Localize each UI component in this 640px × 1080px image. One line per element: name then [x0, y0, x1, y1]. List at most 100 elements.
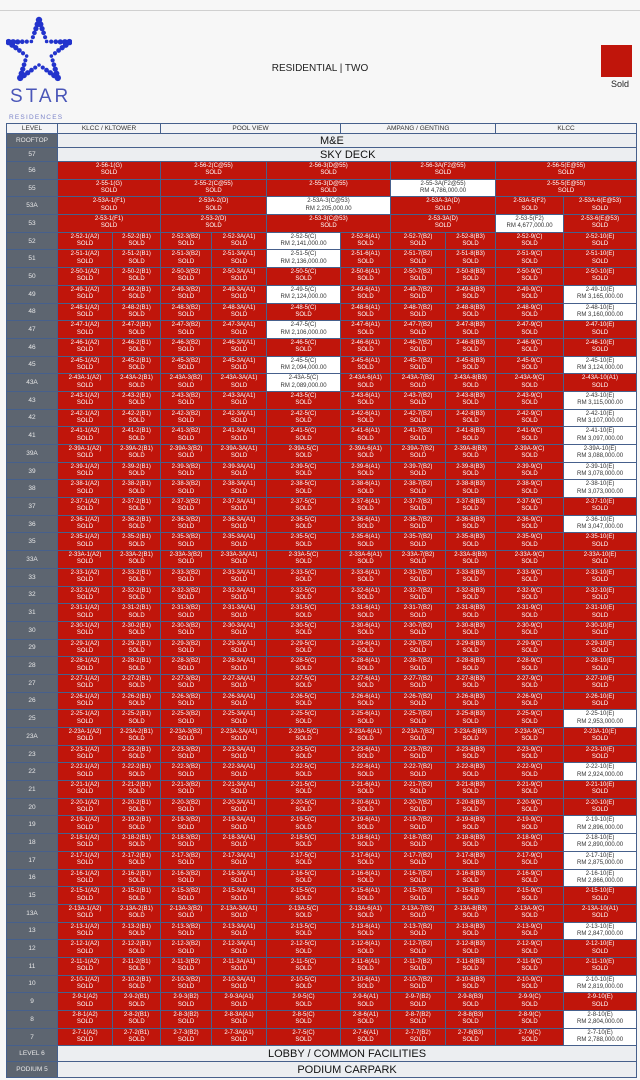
- unit-cell[interactable]: 2-19-5(C) SOLD: [265, 815, 342, 835]
- unit-cell[interactable]: 2-25-1(A2) SOLD: [57, 709, 113, 728]
- unit-cell[interactable]: 2-19-3(B2) SOLD: [160, 815, 212, 835]
- unit-cell[interactable]: 2-29-5(C) SOLD: [265, 638, 342, 658]
- unit-cell[interactable]: 2-22-10(E) RM 2,924,000.00: [563, 762, 638, 782]
- unit-cell[interactable]: 2-27-6(A1) SOLD: [340, 673, 392, 693]
- unit-cell[interactable]: 2-12-8(B3) SOLD: [445, 939, 497, 958]
- unit-cell[interactable]: 2-45-5(C) RM 2,094,000.00: [265, 355, 342, 375]
- unit-cell[interactable]: 2-36-7(B2) SOLD: [390, 514, 447, 534]
- unit-cell[interactable]: 2-10-6(A1) SOLD: [340, 974, 392, 994]
- unit-cell[interactable]: 2-12-10(E) SOLD: [563, 939, 638, 958]
- unit-cell[interactable]: 2-31-3A(A1) SOLD: [211, 603, 267, 622]
- unit-cell[interactable]: 2-21-3(B2) SOLD: [160, 780, 212, 799]
- unit-cell[interactable]: 2-25-6(A1) SOLD: [340, 709, 392, 728]
- unit-cell[interactable]: 2-47-9(C) SOLD: [495, 320, 565, 339]
- unit-cell[interactable]: 2-29-6(A1) SOLD: [340, 638, 392, 658]
- unit-cell[interactable]: 2-22-3(B2) SOLD: [160, 762, 212, 782]
- unit-cell[interactable]: 2-49-10(E) RM 3,165,000.00: [563, 284, 638, 304]
- unit-cell[interactable]: 2-49-1(A2) SOLD: [57, 284, 113, 304]
- unit-cell[interactable]: 2-55-1(G) SOLD: [57, 178, 161, 198]
- unit-cell[interactable]: 2-23-5(C) SOLD: [265, 744, 342, 764]
- unit-cell[interactable]: 2-42-8(B3) SOLD: [445, 408, 497, 428]
- unit-cell[interactable]: 2-41-1(A2) SOLD: [57, 426, 113, 445]
- unit-cell[interactable]: 2-32-3A(A1) SOLD: [211, 585, 267, 605]
- unit-cell[interactable]: 2-18-3A(A1) SOLD: [211, 833, 267, 852]
- unit-cell[interactable]: 2-31-5(C) SOLD: [265, 603, 342, 622]
- unit-cell[interactable]: 2-33-5(C) SOLD: [265, 567, 342, 587]
- unit-cell[interactable]: 2-11-3(B2) SOLD: [160, 956, 212, 976]
- unit-cell[interactable]: 2-12-6(A1) SOLD: [340, 939, 392, 958]
- unit-cell[interactable]: 2-27-1(A2) SOLD: [57, 673, 113, 693]
- unit-cell[interactable]: 2-41-9(C) SOLD: [495, 426, 565, 445]
- unit-cell[interactable]: 2-30-9(C) SOLD: [495, 620, 565, 640]
- unit-cell[interactable]: 2-29-2(B1) SOLD: [112, 638, 161, 658]
- unit-cell[interactable]: 2-39-3(B2) SOLD: [160, 461, 212, 481]
- unit-cell[interactable]: 2-7-3A(A1) SOLD: [211, 1027, 267, 1047]
- unit-cell[interactable]: 2-17-3A(A1) SOLD: [211, 850, 267, 870]
- unit-cell[interactable]: 2-46-3A(A1) SOLD: [211, 337, 267, 357]
- unit-cell[interactable]: 2-39A-3A(A1) SOLD: [211, 444, 267, 463]
- unit-cell[interactable]: 2-13-6(A1) SOLD: [340, 921, 392, 941]
- unit-cell[interactable]: 2-51-3(B2) SOLD: [160, 249, 212, 269]
- unit-cell[interactable]: 2-17-10(E) RM 2,875,000.00: [563, 850, 638, 870]
- unit-cell[interactable]: 2-33A-3(B2) SOLD: [160, 550, 212, 569]
- unit-cell[interactable]: 2-18-6(A1) SOLD: [340, 833, 392, 852]
- unit-cell[interactable]: 2-15-6(A1) SOLD: [340, 886, 392, 905]
- unit-cell[interactable]: 2-55-2(C@55) SOLD: [160, 178, 267, 198]
- unit-cell[interactable]: 2-43-8(B3) SOLD: [445, 390, 497, 410]
- unit-cell[interactable]: 2-23A-5(C) SOLD: [265, 727, 342, 746]
- unit-cell[interactable]: 2-16-10(E) RM 2,866,000.00: [563, 868, 638, 888]
- unit-cell[interactable]: 2-19-8(B3) SOLD: [445, 815, 497, 835]
- unit-cell[interactable]: 2-31-9(C) SOLD: [495, 603, 565, 622]
- unit-cell[interactable]: 2-43-7(B2) SOLD: [390, 390, 447, 410]
- unit-cell[interactable]: 2-42-7(B2) SOLD: [390, 408, 447, 428]
- unit-cell[interactable]: 2-29-8(B3) SOLD: [445, 638, 497, 658]
- unit-cell[interactable]: 2-51-10(E) SOLD: [563, 249, 638, 269]
- unit-cell[interactable]: 2-33A-2(B1) SOLD: [112, 550, 161, 569]
- unit-cell[interactable]: 2-10-2(B1) SOLD: [112, 974, 161, 994]
- unit-cell[interactable]: 2-26-10(E) SOLD: [563, 691, 638, 711]
- unit-cell[interactable]: 2-39A-9(C) SOLD: [495, 444, 565, 463]
- unit-cell[interactable]: 2-42-6(A1) SOLD: [340, 408, 392, 428]
- unit-cell[interactable]: 2-37-5(C) SOLD: [265, 497, 342, 516]
- unit-cell[interactable]: 2-49-7(B2) SOLD: [390, 284, 447, 304]
- unit-cell[interactable]: 2-7-9(C) SOLD: [495, 1027, 565, 1047]
- unit-cell[interactable]: 2-10-3A(A1) SOLD: [211, 974, 267, 994]
- unit-cell[interactable]: 2-21-2(B1) SOLD: [112, 780, 161, 799]
- unit-cell[interactable]: 2-22-2(B1) SOLD: [112, 762, 161, 782]
- unit-cell[interactable]: 2-55-5(E@55) SOLD: [495, 178, 638, 198]
- unit-cell[interactable]: 2-8-8(B3) SOLD: [445, 1010, 497, 1029]
- unit-cell[interactable]: 2-47-6(A1) SOLD: [340, 320, 392, 339]
- unit-cell[interactable]: 2-12-3A(A1) SOLD: [211, 939, 267, 958]
- unit-cell[interactable]: 2-12-7(B2) SOLD: [390, 939, 447, 958]
- unit-cell[interactable]: 2-21-10(E) SOLD: [563, 780, 638, 799]
- unit-cell[interactable]: 2-42-5(C) SOLD: [265, 408, 342, 428]
- unit-cell[interactable]: 2-39-6(A1) SOLD: [340, 461, 392, 481]
- unit-cell[interactable]: 2-19-3A(A1) SOLD: [211, 815, 267, 835]
- unit-cell[interactable]: 2-25-2(B1) SOLD: [112, 709, 161, 728]
- unit-cell[interactable]: 2-16-8(B3) SOLD: [445, 868, 497, 888]
- unit-cell[interactable]: 2-20-8(B3) SOLD: [445, 797, 497, 817]
- unit-cell[interactable]: 2-35-1(A2) SOLD: [57, 532, 113, 552]
- unit-cell[interactable]: 2-26-8(B3) SOLD: [445, 691, 497, 711]
- unit-cell[interactable]: 2-13-10(E) RM 2,847,000.00: [563, 921, 638, 941]
- unit-cell[interactable]: 2-21-9(C) SOLD: [495, 780, 565, 799]
- unit-cell[interactable]: 2-26-1(A2) SOLD: [57, 691, 113, 711]
- unit-cell[interactable]: 2-38-10(E) RM 3,073,000.00: [563, 479, 638, 499]
- unit-cell[interactable]: 2-52-1(A2) SOLD: [57, 231, 113, 251]
- unit-cell[interactable]: 2-8-3(B2) SOLD: [160, 1010, 212, 1029]
- unit-cell[interactable]: 2-27-10(E) SOLD: [563, 673, 638, 693]
- unit-cell[interactable]: 2-42-3(B2) SOLD: [160, 408, 212, 428]
- unit-cell[interactable]: 2-33-6(A1) SOLD: [340, 567, 392, 587]
- unit-cell[interactable]: 2-16-7(B2) SOLD: [390, 868, 447, 888]
- unit-cell[interactable]: 2-46-9(C) SOLD: [495, 337, 565, 357]
- unit-cell[interactable]: 2-43-5(C) SOLD: [265, 390, 342, 410]
- unit-cell[interactable]: 2-19-1(A2) SOLD: [57, 815, 113, 835]
- unit-cell[interactable]: 2-23A-9(C) SOLD: [495, 727, 565, 746]
- unit-cell[interactable]: 2-53-3(C@53) SOLD: [265, 214, 392, 233]
- unit-cell[interactable]: 2-38-3A(A1) SOLD: [211, 479, 267, 499]
- unit-cell[interactable]: 2-35-5(C) SOLD: [265, 532, 342, 552]
- unit-cell[interactable]: 2-23-6(A1) SOLD: [340, 744, 392, 764]
- unit-cell[interactable]: 2-49-5(C) RM 2,124,000.00: [265, 284, 342, 304]
- unit-cell[interactable]: 2-48-10(E) RM 3,160,000.00: [563, 302, 638, 322]
- unit-cell[interactable]: 2-51-2(B1) SOLD: [112, 249, 161, 269]
